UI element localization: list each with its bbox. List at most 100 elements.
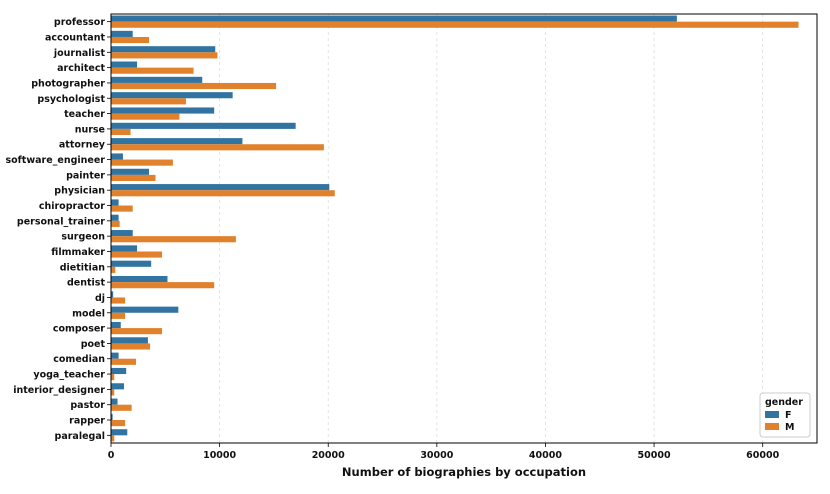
bar-surgeon-F [111, 230, 133, 237]
bar-physician-F [111, 184, 330, 191]
bar-comedian-F [111, 352, 119, 359]
category-label-interior_designer: interior_designer [13, 385, 105, 396]
bar-software_engineer-F [111, 153, 123, 160]
bar-dentist-F [111, 275, 168, 283]
gridlines [110, 14, 764, 443]
bar-journalist-F [111, 46, 216, 53]
bar-dietitian-F [111, 260, 152, 267]
category-label-teacher: teacher [64, 109, 105, 120]
bar-architect-M [111, 67, 194, 74]
category-label-composer: composer [53, 324, 105, 335]
bar-filmmaker-F [111, 245, 138, 252]
x-tick-label-60000: 60000 [746, 450, 779, 461]
category-label-architect: architect [57, 63, 105, 74]
x-tick-label-40000: 40000 [529, 450, 562, 461]
bar-attorney-F [111, 138, 243, 145]
bar-dietitian-M [111, 266, 116, 273]
bar-poet-M [111, 343, 151, 350]
bar-painter-F [111, 168, 150, 175]
bar-chiropractor-M [111, 205, 133, 212]
bar-teacher-M [111, 113, 180, 120]
legend-swatch-M [765, 423, 779, 430]
category-label-painter: painter [66, 170, 105, 181]
category-label-model: model [72, 308, 105, 319]
bar-dj-F [111, 291, 114, 298]
x-tick-label-20000: 20000 [312, 450, 345, 461]
category-labels: professor accountant journalist architect ph… [5, 17, 111, 442]
bar-comedian-M [111, 358, 136, 365]
category-label-yoga_teacher: yoga_teacher [33, 370, 105, 381]
category-label-nurse: nurse [75, 124, 105, 135]
bar-pastor-F [111, 398, 118, 405]
bar-software_engineer-M [111, 159, 173, 166]
category-label-professor: professor [54, 17, 105, 28]
bar-personal_trainer-M [111, 220, 120, 227]
category-label-physician: physician [54, 186, 105, 197]
category-label-filmmaker: filmmaker [51, 247, 105, 258]
x-tick-label-30000: 30000 [420, 450, 453, 461]
category-label-journalist: journalist [53, 48, 106, 59]
category-label-accountant: accountant [45, 32, 105, 43]
bar-rapper-M [111, 420, 126, 427]
plot-frame [110, 13, 818, 444]
x-tick-label-0: 0 [108, 450, 115, 461]
category-label-attorney: attorney [59, 140, 106, 151]
bar-chiropractor-F [111, 199, 119, 206]
bar-architect-F [111, 61, 138, 68]
category-label-software_engineer: software_engineer [5, 155, 105, 166]
legend-items: FM [765, 410, 794, 433]
bar-yoga_teacher-F [111, 367, 127, 375]
bar-paralegal-F [111, 429, 128, 436]
bar-accountant-F [111, 30, 133, 37]
x-tick-label-50000: 50000 [638, 450, 671, 461]
bar-photographer-M [111, 82, 277, 90]
category-label-rapper: rapper [69, 416, 105, 427]
bar-personal_trainer-F [111, 214, 119, 221]
bar-rapper-F [111, 413, 113, 421]
bar-interior_designer-F [111, 383, 125, 390]
x-axis-ticks: 0 10000 20000 30000 40000 50000 60000 [108, 443, 780, 461]
category-label-paralegal: paralegal [55, 431, 105, 442]
legend-title: gender [765, 397, 803, 408]
bar-surgeon-M [111, 236, 236, 243]
x-axis-title: Number of biographies by occupation [342, 465, 586, 479]
legend-swatch-F [765, 411, 779, 418]
bar-interior_designer-M [111, 389, 115, 396]
legend: gender FM [759, 392, 811, 438]
category-label-dietitian: dietitian [60, 262, 106, 273]
bar-painter-M [111, 174, 156, 182]
bar-accountant-M [111, 36, 150, 44]
bar-photographer-F [111, 76, 203, 83]
bar-psychologist-M [111, 98, 186, 105]
bar-physician-M [111, 190, 335, 197]
bar-model-M [111, 312, 126, 319]
legend-label-M: M [785, 422, 794, 433]
bars [111, 15, 799, 442]
bar-professor-M [111, 21, 799, 28]
bar-poet-F [111, 337, 148, 344]
bar-filmmaker-M [111, 251, 163, 258]
bar-teacher-F [111, 107, 215, 114]
category-label-chiropractor: chiropractor [39, 201, 105, 212]
bar-paralegal-M [111, 435, 115, 442]
x-tick-label-10000: 10000 [203, 450, 236, 461]
bar-pastor-M [111, 404, 132, 411]
category-label-dj: dj [95, 293, 105, 304]
category-label-comedian: comedian [53, 354, 105, 365]
bar-model-F [111, 306, 179, 313]
bar-nurse-M [111, 128, 131, 136]
bar-professor-F [111, 15, 677, 22]
category-label-dentist: dentist [67, 278, 105, 289]
category-label-personal_trainer: personal_trainer [17, 216, 105, 227]
bar-yoga_teacher-M [111, 374, 115, 381]
category-label-photographer: photographer [31, 78, 105, 89]
legend-label-F: F [785, 410, 792, 421]
category-label-surgeon: surgeon [61, 232, 105, 243]
category-label-poet: poet [81, 339, 106, 350]
bar-composer-F [111, 321, 121, 329]
bar-nurse-F [111, 122, 296, 129]
bar-psychologist-F [111, 92, 233, 99]
category-label-pastor: pastor [70, 400, 105, 411]
bar-journalist-M [111, 52, 218, 59]
